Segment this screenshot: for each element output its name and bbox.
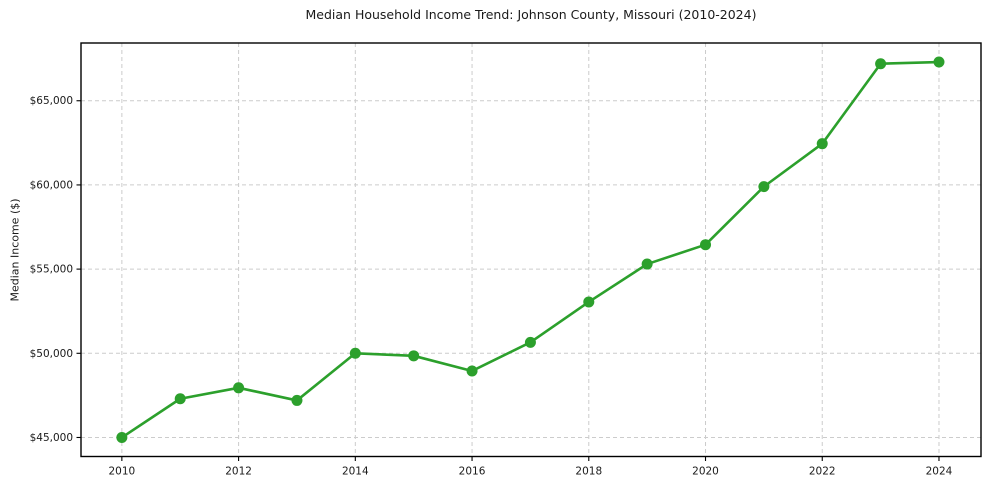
x-tick-label: 2022 [809, 466, 836, 478]
x-tick-label: 2020 [692, 466, 719, 478]
data-point-marker [641, 258, 653, 270]
x-tick-label: 2012 [225, 466, 252, 478]
data-point-marker [408, 350, 420, 362]
data-point-marker [816, 138, 828, 150]
data-point-marker [174, 393, 186, 405]
chart-title: Median Household Income Trend: Johnson C… [305, 7, 757, 22]
data-point-marker [875, 58, 887, 70]
data-point-marker [524, 336, 536, 348]
plot-background [81, 43, 981, 457]
data-point-marker [291, 394, 303, 406]
data-point-marker [758, 181, 770, 193]
x-tick-label: 2014 [342, 466, 369, 478]
x-tick-label: 2024 [926, 466, 953, 478]
axes-spines [80, 42, 982, 458]
y-tick-label: $65,000 [30, 95, 73, 107]
y-tick-label: $45,000 [30, 432, 73, 444]
data-point-marker [583, 296, 595, 308]
data-point-marker [233, 382, 245, 394]
data-point-marker [466, 365, 478, 377]
data-point-marker [116, 431, 128, 443]
data-point-marker [349, 347, 361, 359]
x-tick-label: 2018 [575, 466, 602, 478]
y-tick-label: $60,000 [30, 179, 73, 191]
y-tick-label: $50,000 [30, 348, 73, 360]
data-point-marker [700, 239, 712, 251]
x-tick-label: 2016 [459, 466, 486, 478]
x-tick-label: 2010 [108, 466, 135, 478]
y-tick-label: $55,000 [30, 264, 73, 276]
data-point-marker [933, 56, 945, 68]
